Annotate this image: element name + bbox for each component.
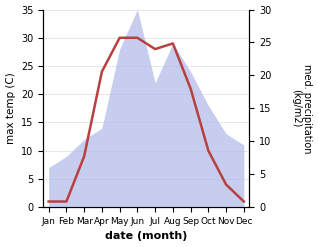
X-axis label: date (month): date (month) bbox=[105, 231, 187, 242]
Y-axis label: max temp (C): max temp (C) bbox=[5, 72, 16, 144]
Y-axis label: med. precipitation
(kg/m2): med. precipitation (kg/m2) bbox=[291, 64, 313, 153]
